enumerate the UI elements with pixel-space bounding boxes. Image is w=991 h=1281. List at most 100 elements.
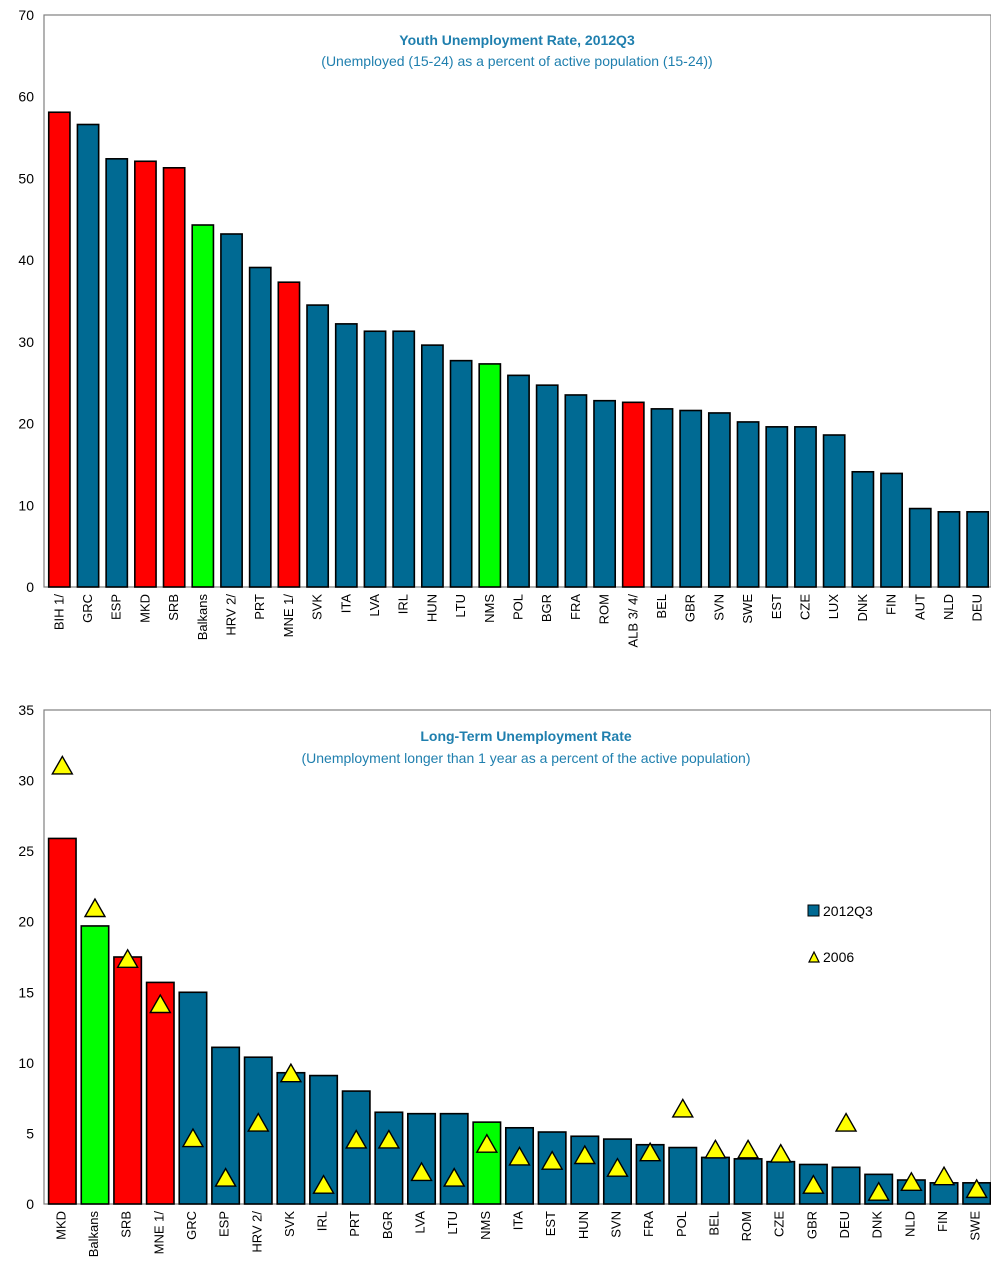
marker-triangle xyxy=(834,1112,858,1132)
legend-swatch-2012Q3 xyxy=(807,904,820,917)
marker-triangle xyxy=(247,1112,270,1132)
marker-series-2006 xyxy=(51,755,988,1201)
x-tick-label: BEL xyxy=(654,594,669,619)
bar xyxy=(363,330,387,588)
bar xyxy=(929,1182,959,1205)
x-tick-label: DEU xyxy=(970,594,985,621)
x-tick-label: MKD xyxy=(53,1211,68,1240)
bar xyxy=(621,401,645,588)
bar xyxy=(765,426,789,588)
legend-label-2006: 2006 xyxy=(823,949,854,965)
marker-triangle xyxy=(279,1062,303,1083)
y-tick-label: 0 xyxy=(26,1196,34,1212)
x-tick-label: LTU xyxy=(445,1211,460,1235)
x-tick-label: SRB xyxy=(119,1211,134,1238)
x-tick-label: GBR xyxy=(683,594,698,622)
bar xyxy=(306,304,330,588)
bar xyxy=(504,1126,535,1205)
bar xyxy=(794,426,817,588)
x-tick-label: ITA xyxy=(338,594,353,614)
y-tick-label: 60 xyxy=(18,89,34,105)
x-tick-label: PRT xyxy=(252,594,267,620)
legend-marker-2006 xyxy=(808,950,820,963)
bar xyxy=(851,470,875,588)
x-tick-label: FIN xyxy=(935,1211,950,1232)
bar-series xyxy=(47,111,990,588)
marker-triangle xyxy=(671,1098,694,1118)
bar xyxy=(736,421,760,588)
bar xyxy=(277,281,301,588)
x-tick-label: DEU xyxy=(837,1211,852,1238)
bar xyxy=(162,167,186,588)
x-tick-label: SVN xyxy=(711,594,726,621)
y-tick-label: 25 xyxy=(18,843,34,859)
bar xyxy=(420,344,444,588)
bar xyxy=(679,409,703,588)
marker-triangle xyxy=(573,1144,597,1165)
x-tick-label: NLD xyxy=(941,594,956,620)
x-tick-label: LTU xyxy=(453,594,468,618)
x-tick-label: HUN xyxy=(424,594,439,622)
marker-triangle xyxy=(802,1174,825,1194)
bar xyxy=(733,1158,763,1205)
bar xyxy=(766,1160,796,1205)
marker-triangle xyxy=(83,897,107,918)
marker-triangle xyxy=(638,1141,662,1162)
bar xyxy=(478,363,502,588)
x-tick-label: Balkans xyxy=(195,594,210,641)
chart-subtitle: (Unemployment longer than 1 year as a pe… xyxy=(301,750,750,766)
x-tick-label: LVA xyxy=(367,594,382,617)
x-tick-label: POL xyxy=(511,594,526,620)
marker-triangle xyxy=(377,1129,401,1149)
bar xyxy=(564,394,588,588)
x-tick-label: BIH 1/ xyxy=(51,594,66,631)
x-tick-label: SWE xyxy=(968,1211,983,1241)
marker-triangle xyxy=(867,1181,890,1201)
y-tick-label: 20 xyxy=(18,416,34,432)
bar xyxy=(276,1071,306,1205)
x-tick-label: FRA xyxy=(568,594,583,620)
x-axis-labels: BIH 1/GRC ESP MKD SRB Balkans HRV 2/PRT MNE 1/… xyxy=(51,594,984,648)
marker-triangle xyxy=(965,1178,988,1199)
bar xyxy=(535,384,559,588)
marker-triangle xyxy=(508,1146,531,1166)
bar xyxy=(76,123,100,588)
y-tick-label: 35 xyxy=(18,702,34,718)
bar xyxy=(707,412,731,588)
bar xyxy=(449,359,473,588)
x-tick-label: LUX xyxy=(826,594,841,620)
bar xyxy=(47,111,71,588)
x-tick-label: NMS xyxy=(478,1211,493,1240)
bar xyxy=(80,925,110,1205)
bar xyxy=(113,956,143,1205)
marker-triangle xyxy=(540,1150,564,1170)
bar xyxy=(407,1112,437,1205)
marker-triangle xyxy=(769,1143,792,1163)
y-tick-label: 5 xyxy=(26,1125,34,1141)
marker-triangle xyxy=(932,1165,956,1186)
marker-triangle xyxy=(606,1157,629,1177)
y-tick-label: 30 xyxy=(18,334,34,350)
x-tick-label: NMS xyxy=(482,594,497,623)
marker-triangle xyxy=(312,1174,335,1194)
bar xyxy=(47,837,77,1205)
y-tick-label: 10 xyxy=(18,497,34,513)
chart-title: Youth Unemployment Rate, 2012Q3 xyxy=(399,32,635,48)
bar xyxy=(374,1111,404,1205)
x-tick-label: ESP xyxy=(109,594,124,620)
bar xyxy=(439,1112,469,1205)
x-tick-label: FIN xyxy=(884,594,899,615)
x-tick-label: NLD xyxy=(902,1211,917,1237)
x-tick-label: HRV 2/ xyxy=(224,594,239,636)
marker-triangle xyxy=(736,1138,760,1159)
bar xyxy=(191,224,215,588)
x-tick-label: SVK xyxy=(310,594,325,620)
bar xyxy=(966,511,990,588)
marker-triangle xyxy=(442,1167,466,1187)
x-tick-label: ROM xyxy=(739,1211,754,1241)
x-tick-label: MNE 1/ xyxy=(281,594,296,638)
y-axis: 0 10 20 30 40 50 60 70 xyxy=(18,7,34,595)
y-tick-label: 40 xyxy=(18,252,34,268)
x-tick-label: BGR xyxy=(539,594,554,622)
x-tick-label: FRA xyxy=(641,1211,656,1237)
